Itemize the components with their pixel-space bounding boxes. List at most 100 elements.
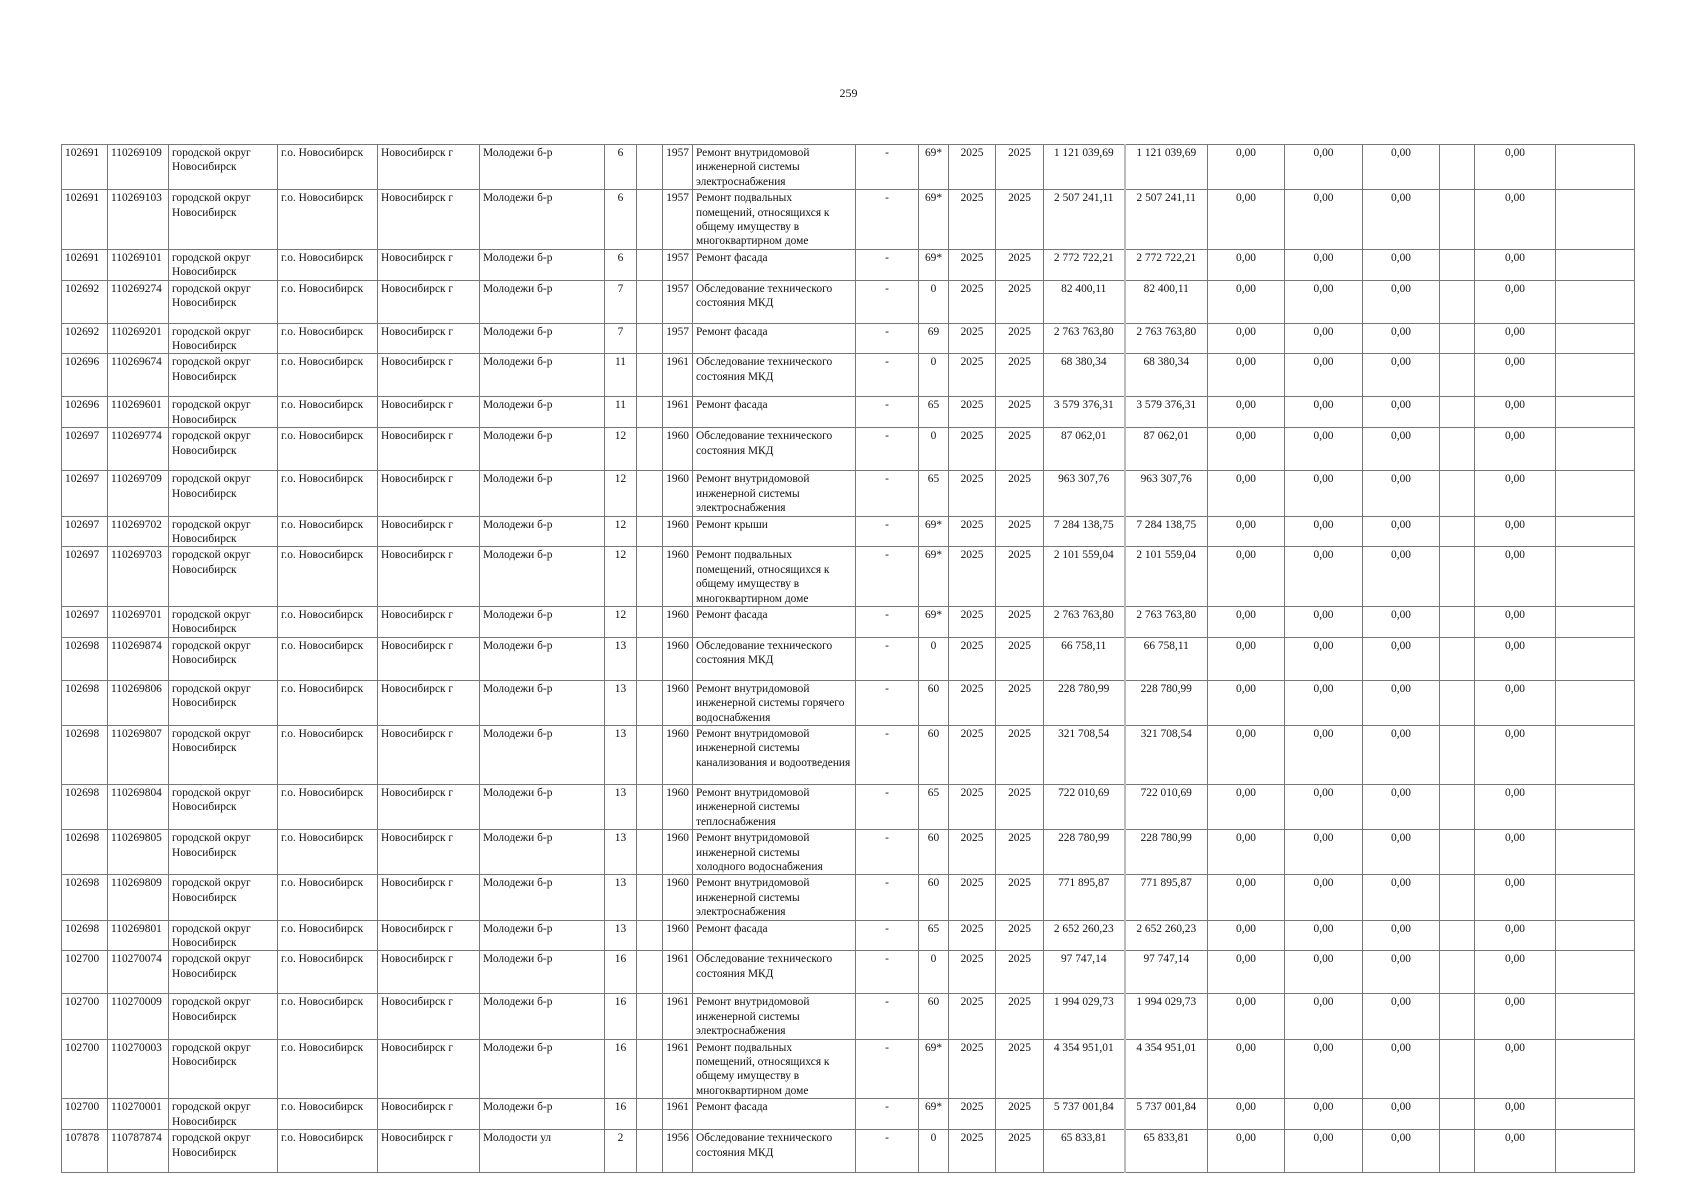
cell-owners-funds: 0,00 [1474, 829, 1556, 876]
cell-end-year: 2025 [995, 783, 1044, 831]
cell-house-number: 12 [604, 427, 637, 472]
cell-total-cost: 963 307,76 [1043, 470, 1125, 517]
cell-total-cost: 97 747,14 [1043, 950, 1125, 995]
cell-street: Молодости ул [479, 1129, 605, 1174]
cell-budget-regional: 0,00 [1284, 919, 1363, 952]
cell-house-number: 12 [604, 470, 637, 517]
cell-budget-federal: 0,00 [1207, 724, 1285, 785]
cell-budget-regional: 0,00 [1284, 636, 1363, 681]
table-row: 102700 110270003 городской округ Новосибир… [61, 1038, 1635, 1100]
cell-end-year: 2025 [995, 919, 1044, 952]
cell-city-district: г.о. Новосибирск [277, 605, 378, 638]
cell-budget-regional: 0,00 [1284, 322, 1363, 355]
cell-total-cost: 68 380,34 [1043, 353, 1125, 398]
table-row: 102700 110270074 городской округ Новосибир… [61, 950, 1635, 995]
cell-reserve [1439, 829, 1475, 876]
cell-unit: - [855, 279, 919, 324]
cell-house-id: 102691 [61, 143, 108, 191]
cell-notes [1555, 679, 1635, 726]
cell-fund-cost: 321 708,54 [1123, 724, 1208, 785]
cell-settlement: Новосибирск г [377, 724, 480, 785]
cell-street: Молодежи б-р [479, 874, 605, 921]
table-row: 102691 110269101 городской округ Новосибир… [61, 248, 1635, 281]
cell-budget-federal: 0,00 [1207, 248, 1285, 281]
cell-unit: - [855, 515, 919, 548]
cell-work-code: 110269274 [107, 279, 169, 324]
cell-budget-local: 0,00 [1362, 189, 1440, 250]
cell-work-type: Ремонт внутридомовой инженерной системы … [692, 143, 856, 191]
cell-total-cost: 3 579 376,31 [1043, 396, 1125, 429]
cell-fund-cost: 2 763 763,80 [1123, 322, 1208, 355]
cell-unit: - [855, 605, 919, 638]
cell-unit: - [855, 248, 919, 281]
table-row: 102698 110269804 городской округ Новосибир… [61, 783, 1635, 831]
cell-house-number: 16 [604, 1098, 637, 1131]
cell-budget-federal: 0,00 [1207, 993, 1285, 1040]
cell-building [636, 546, 663, 607]
cell-budget-local: 0,00 [1362, 279, 1440, 324]
cell-house-id: 102700 [61, 993, 108, 1040]
cell-house-number: 13 [604, 874, 637, 921]
cell-house-id: 102692 [61, 279, 108, 324]
cell-budget-federal: 0,00 [1207, 605, 1285, 638]
cell-work-code: 110269805 [107, 829, 169, 876]
cell-budget-local: 0,00 [1362, 679, 1440, 726]
cell-street: Молодежи б-р [479, 143, 605, 191]
cell-wear-percent: 60 [918, 993, 949, 1040]
cell-notes [1555, 515, 1635, 548]
cell-notes [1555, 993, 1635, 1040]
cell-municipality: городской округ Новосибирск [168, 783, 278, 831]
cell-building [636, 1098, 663, 1131]
cell-city-district: г.о. Новосибирск [277, 874, 378, 921]
cell-house-id: 102691 [61, 189, 108, 250]
cell-reserve [1439, 248, 1475, 281]
cell-city-district: г.о. Новосибирск [277, 1038, 378, 1100]
cell-wear-percent: 69* [918, 248, 949, 281]
cell-total-cost: 771 895,87 [1043, 874, 1125, 921]
cell-house-id: 102698 [61, 724, 108, 785]
cell-end-year: 2025 [995, 248, 1044, 281]
cell-municipality: городской округ Новосибирск [168, 279, 278, 324]
cell-unit: - [855, 679, 919, 726]
cell-budget-regional: 0,00 [1284, 143, 1363, 191]
cell-total-cost: 1 121 039,69 [1043, 143, 1125, 191]
cell-building [636, 322, 663, 355]
cell-start-year: 2025 [948, 322, 996, 355]
cell-building [636, 993, 663, 1040]
cell-work-type: Ремонт внутридомовой инженерной системы … [692, 470, 856, 517]
cell-settlement: Новосибирск г [377, 605, 480, 638]
cell-reserve [1439, 353, 1475, 398]
cell-end-year: 2025 [995, 993, 1044, 1040]
cell-city-district: г.о. Новосибирск [277, 515, 378, 548]
cell-settlement: Новосибирск г [377, 546, 480, 607]
cell-budget-regional: 0,00 [1284, 396, 1363, 429]
cell-street: Молодежи б-р [479, 470, 605, 517]
cell-work-code: 110269101 [107, 248, 169, 281]
cell-building [636, 279, 663, 324]
cell-building [636, 470, 663, 517]
cell-house-id: 102698 [61, 919, 108, 952]
table-row: 102691 110269109 городской округ Новосибир… [61, 143, 1635, 191]
cell-city-district: г.о. Новосибирск [277, 189, 378, 250]
cell-house-number: 13 [604, 636, 637, 681]
cell-total-cost: 87 062,01 [1043, 427, 1125, 472]
cell-end-year: 2025 [995, 143, 1044, 191]
cell-building [636, 950, 663, 995]
cell-work-code: 110269801 [107, 919, 169, 952]
cell-fund-cost: 5 737 001,84 [1123, 1098, 1208, 1131]
cell-work-code: 110269703 [107, 546, 169, 607]
cell-house-number: 11 [604, 353, 637, 398]
cell-building [636, 353, 663, 398]
cell-owners-funds: 0,00 [1474, 427, 1556, 472]
cell-end-year: 2025 [995, 724, 1044, 785]
cell-house-number: 13 [604, 724, 637, 785]
cell-start-year: 2025 [948, 470, 996, 517]
cell-year-built: 1960 [662, 427, 693, 472]
cell-work-code: 110269809 [107, 874, 169, 921]
cell-notes [1555, 396, 1635, 429]
table-row: 102700 110270001 городской округ Новосибир… [61, 1098, 1635, 1131]
cell-municipality: городской округ Новосибирск [168, 919, 278, 952]
cell-year-built: 1957 [662, 248, 693, 281]
cell-budget-local: 0,00 [1362, 605, 1440, 638]
cell-house-number: 6 [604, 189, 637, 250]
